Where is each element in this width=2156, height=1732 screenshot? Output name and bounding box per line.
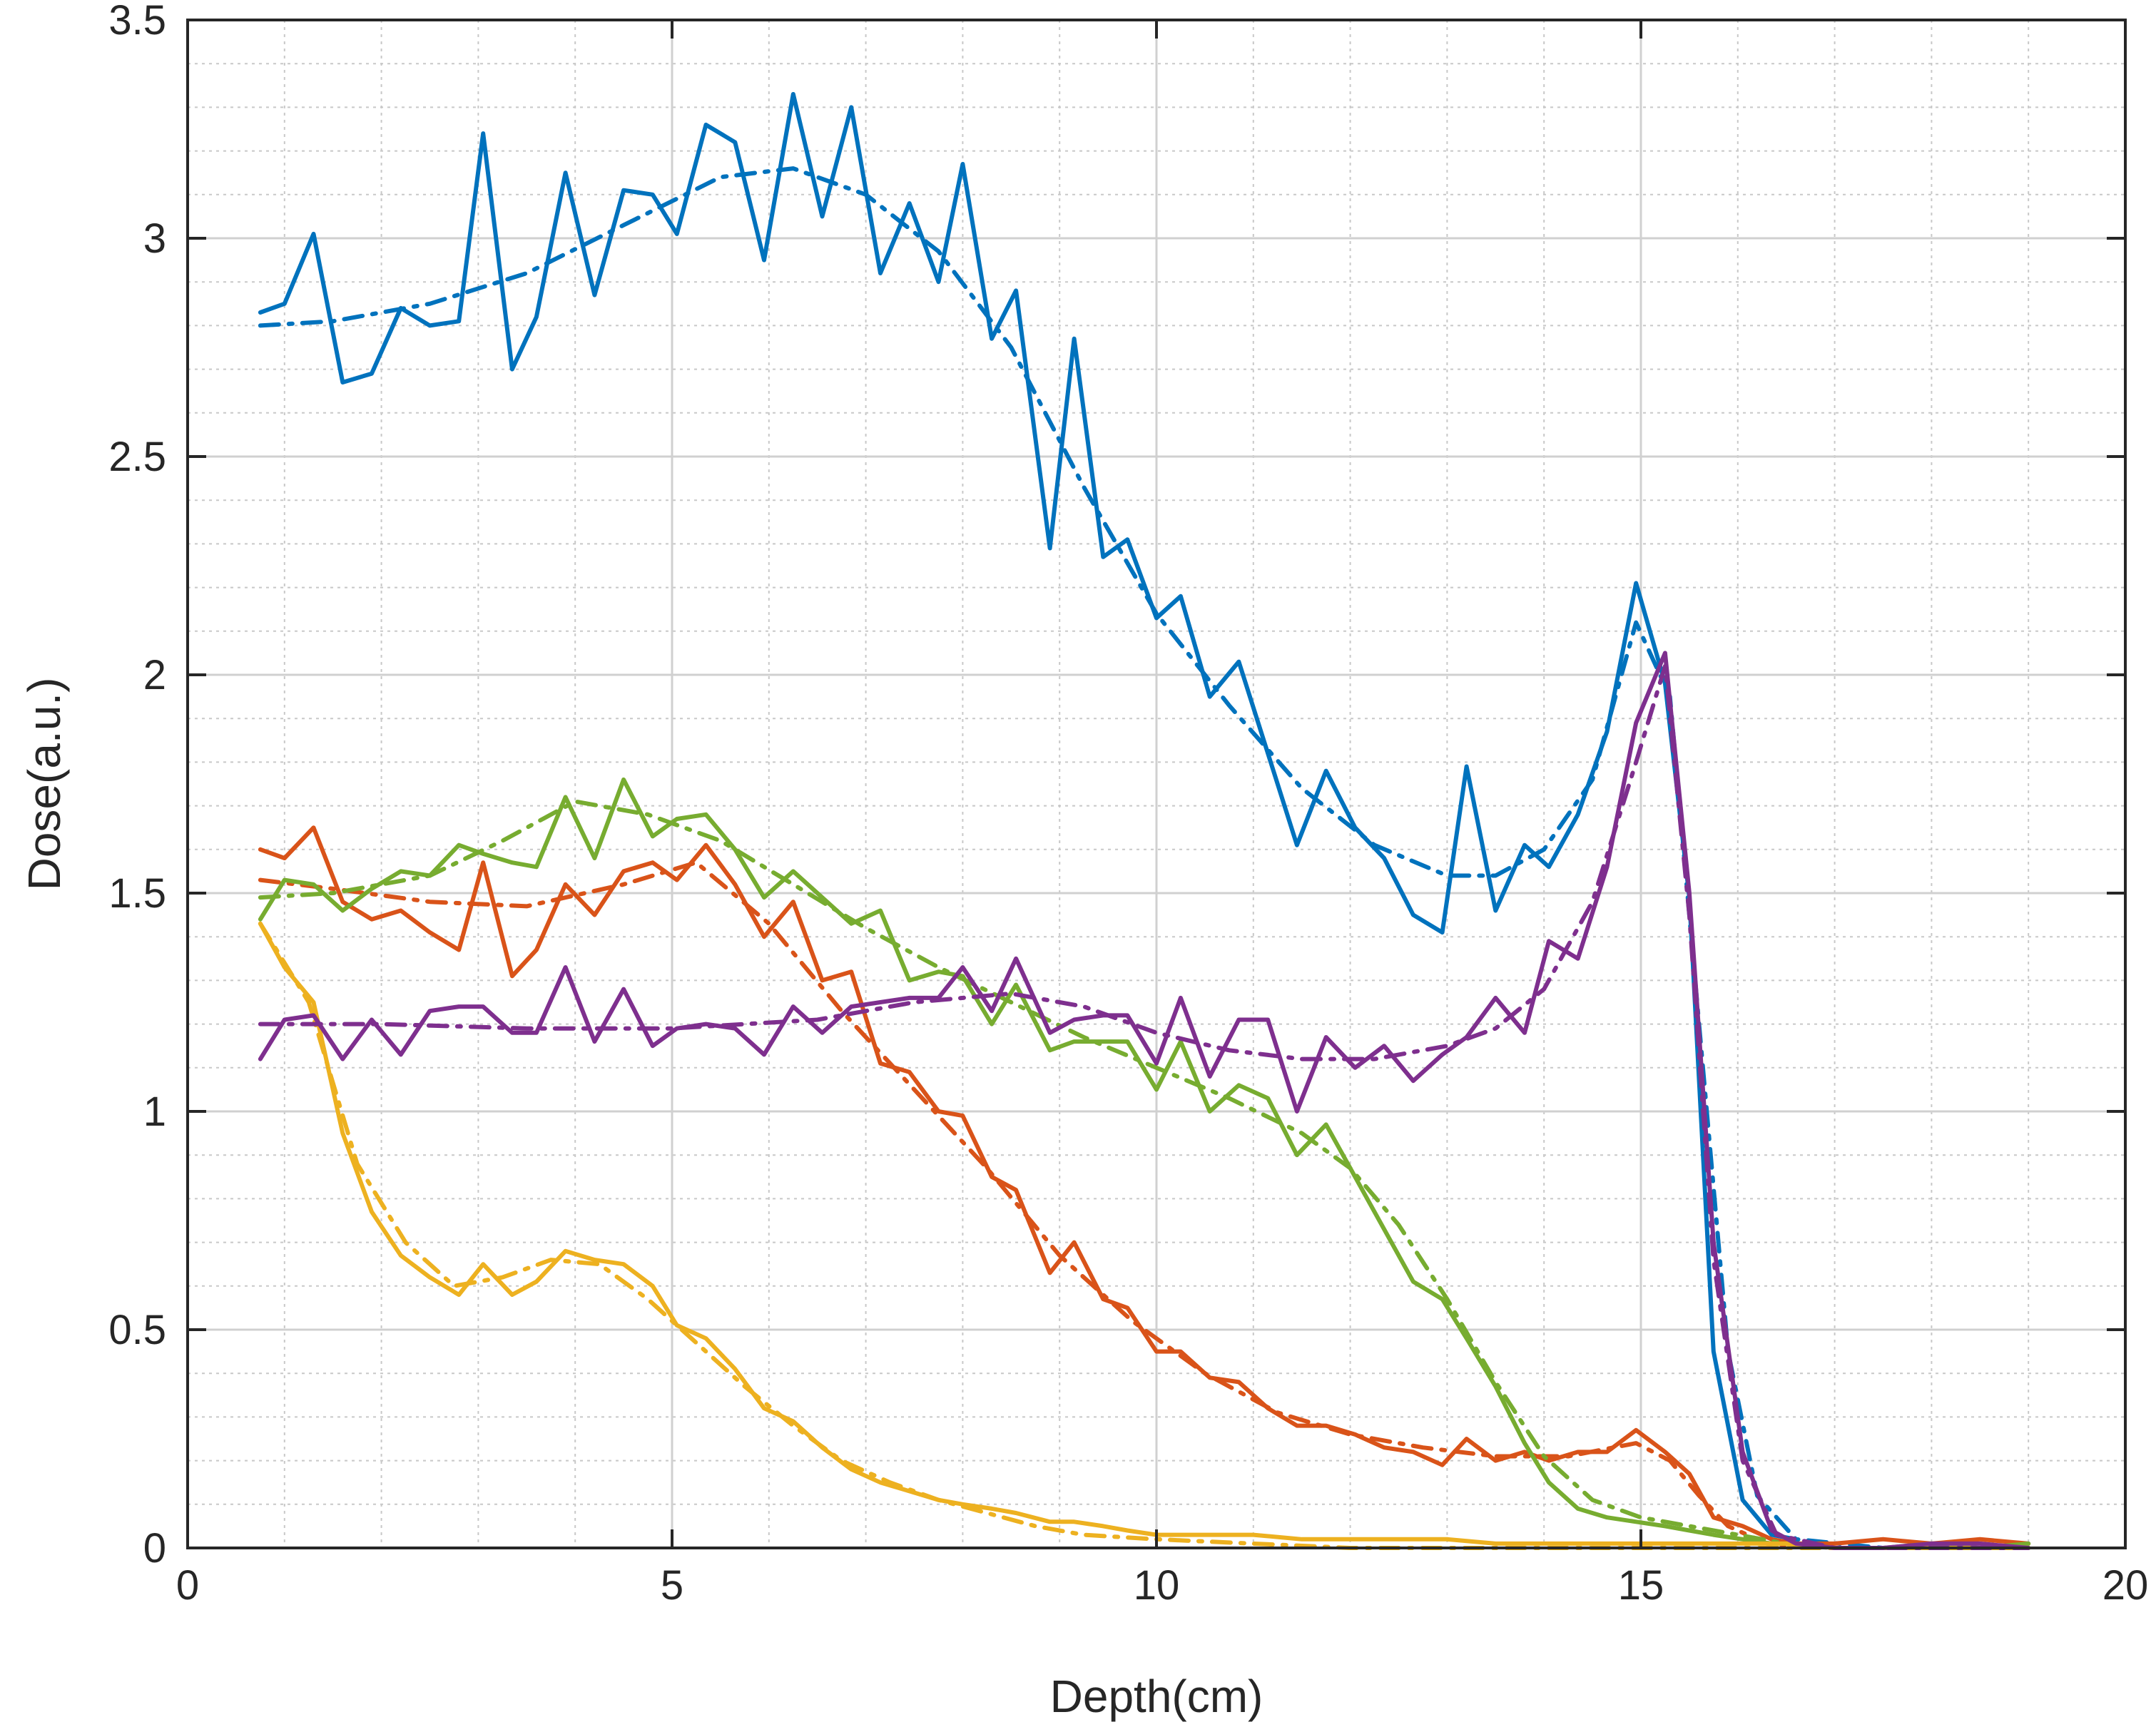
series-line-8-dashdot — [258, 921, 2031, 1550]
x-axis-label: Depth(cm) — [1050, 1671, 1263, 1722]
series-line-6-dashdot — [258, 799, 2031, 1550]
series-line-1-solid — [258, 92, 1799, 1542]
y-tick-label: 0 — [143, 1525, 166, 1571]
series-line-5-solid — [258, 777, 2031, 1550]
series-line-4-dashdot — [258, 860, 2031, 1550]
x-tick-label: 10 — [1134, 1562, 1180, 1609]
y-tick-label: 3.5 — [108, 0, 166, 44]
minor-grid — [188, 20, 2125, 1548]
axis-ticks — [186, 19, 2127, 1549]
y-tick-label: 1 — [143, 1089, 166, 1135]
x-tick-label: 20 — [2102, 1562, 2149, 1609]
tick-labels: 0 5 10 15 20 0 0.5 1 1.5 2 2.5 3 3.5 — [108, 0, 2148, 1609]
y-tick-label: 1.5 — [108, 870, 166, 917]
y-tick-label: 2.5 — [108, 434, 166, 480]
y-tick-label: 2 — [143, 652, 166, 698]
x-tick-label: 5 — [661, 1562, 683, 1609]
y-tick-label: 3 — [143, 215, 166, 262]
x-tick-label: 0 — [176, 1562, 199, 1609]
series-line-3-solid — [258, 825, 2031, 1546]
x-tick-label: 15 — [1618, 1562, 1664, 1609]
y-axis-label: Dose(a.u.) — [19, 678, 70, 891]
series-line-2-dashdot — [258, 166, 2031, 1550]
y-tick-label: 0.5 — [108, 1307, 166, 1353]
series-line-10-dashdot — [258, 663, 2031, 1550]
series-layer — [258, 92, 2031, 1550]
